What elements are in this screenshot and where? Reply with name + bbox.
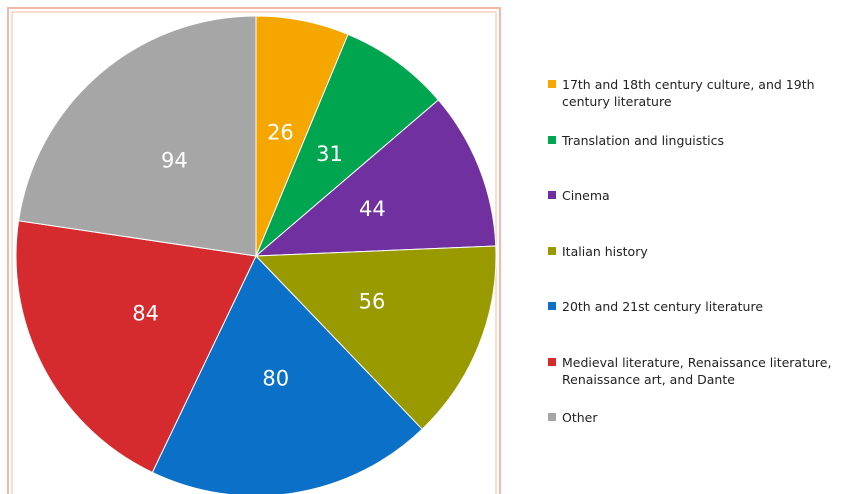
data-label: 80: [262, 366, 289, 390]
pie-slice: [15, 220, 257, 474]
legend-entry: Other: [548, 409, 838, 426]
pie-slice: [255, 33, 440, 257]
pie-slice: [18, 15, 257, 257]
legend-swatch: [548, 191, 556, 199]
legend-entry: Italian history: [548, 243, 838, 260]
legend-label: Other: [562, 410, 598, 425]
pie-slice: [151, 255, 423, 494]
data-label: 26: [267, 120, 294, 144]
legend-entry: Medieval literature, Renaissance literat…: [548, 354, 838, 388]
legend-entry: 17th and 18th century culture, and 19th …: [548, 76, 838, 110]
legend-label: Medieval literature, Renaissance literat…: [562, 354, 832, 387]
pie-slice: [254, 99, 497, 257]
legend-swatch: [548, 413, 556, 421]
legend-entry: Translation and linguistics: [548, 132, 838, 149]
legend-swatch: [548, 357, 556, 366]
data-label: 56: [359, 290, 386, 314]
data-label: 84: [132, 302, 159, 326]
legend-label: Italian history: [562, 243, 648, 259]
data-label: 94: [161, 148, 188, 172]
legend-label: 20th and 21st century literature: [562, 299, 764, 314]
legend-entry: Cinema: [548, 187, 838, 204]
legend-entry: 20th and 21st century literature: [548, 298, 838, 315]
legend-label: Cinema: [562, 188, 610, 203]
legend-swatch: [548, 80, 556, 88]
frame: [7, 7, 501, 494]
legend-swatch: [548, 246, 556, 255]
data-label: 44: [359, 197, 386, 221]
pie-slice: [254, 245, 497, 430]
legend-swatch: [548, 135, 556, 144]
legend-label: 17th and 18th century culture, and 19th …: [562, 77, 815, 109]
legend-label: Translation and linguistics: [562, 132, 725, 148]
data-label: 31: [316, 142, 343, 166]
legend-swatch: [548, 302, 556, 310]
